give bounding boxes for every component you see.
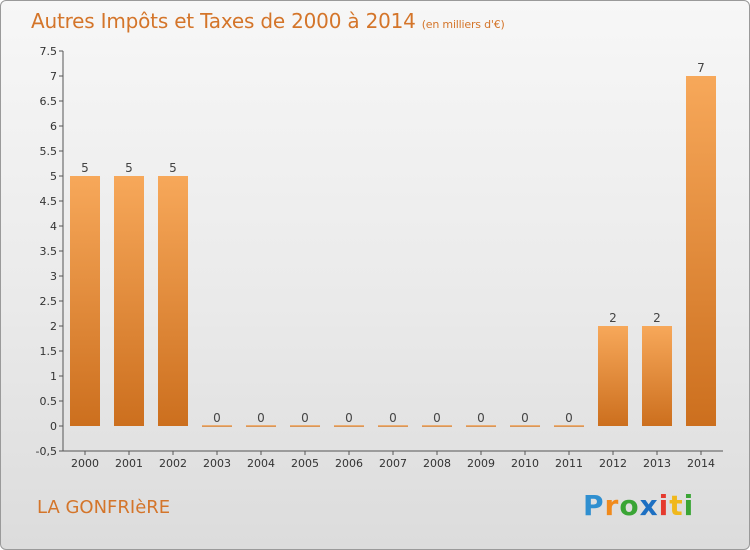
data-label-2014: 7 xyxy=(697,61,705,75)
data-label-2010: 0 xyxy=(521,411,529,425)
bar-2004 xyxy=(246,425,276,427)
x-tick-label: 2007 xyxy=(379,457,407,470)
y-tick-label: 3 xyxy=(50,270,57,283)
logo-letter: P xyxy=(583,489,605,522)
y-tick-label: 5 xyxy=(50,170,57,183)
data-label-2012: 2 xyxy=(609,311,617,325)
x-tick-label: 2001 xyxy=(115,457,143,470)
proxiti-logo: Proxiti xyxy=(583,489,694,522)
y-tick-label: 4.5 xyxy=(40,195,58,208)
data-label-2013: 2 xyxy=(653,311,661,325)
y-tick-label: 2 xyxy=(50,320,57,333)
data-label-2011: 0 xyxy=(565,411,573,425)
x-tick-label: 2000 xyxy=(71,457,99,470)
bar-2000 xyxy=(70,176,100,426)
y-tick-label: 1 xyxy=(50,370,57,383)
y-tick-label: 2.5 xyxy=(40,295,58,308)
x-tick-label: 2006 xyxy=(335,457,363,470)
bar-2010 xyxy=(510,425,540,427)
x-tick-label: 2009 xyxy=(467,457,495,470)
bar-2011 xyxy=(554,425,584,427)
bar-2001 xyxy=(114,176,144,426)
logo-letter: r xyxy=(604,489,620,522)
bar-2009 xyxy=(466,425,496,427)
y-tick-label: -0,5 xyxy=(36,445,57,458)
y-tick-label: 7 xyxy=(50,70,57,83)
x-tick-label: 2013 xyxy=(643,457,671,470)
logo-letter: i xyxy=(658,489,670,522)
y-tick-label: 0.5 xyxy=(40,395,58,408)
bars-layer: 5 5 5 0 0 0 0 0 0 0 0 0 2 2 7 xyxy=(70,61,716,427)
data-label-2008: 0 xyxy=(433,411,441,425)
data-label-2000: 5 xyxy=(81,161,89,175)
y-tick-label: 0 xyxy=(50,420,57,433)
data-label-2003: 0 xyxy=(213,411,221,425)
x-tick-label: 2010 xyxy=(511,457,539,470)
x-tick-label: 2012 xyxy=(599,457,627,470)
x-tick-label: 2004 xyxy=(247,457,275,470)
x-tick-label: 2011 xyxy=(555,457,583,470)
bar-2003 xyxy=(202,425,232,427)
x-tick-label: 2014 xyxy=(687,457,715,470)
commune-name: LA GONFRIèRE xyxy=(37,497,171,518)
x-tick-label: 2005 xyxy=(291,457,319,470)
y-tick-label: 1.5 xyxy=(40,345,58,358)
y-tick-label: 6.5 xyxy=(40,95,58,108)
logo-letter: x xyxy=(639,489,659,522)
chart-title-text: Autres Impôts et Taxes de 2000 à 2014 xyxy=(31,9,416,33)
bar-2007 xyxy=(378,425,408,427)
y-tick-label: 4 xyxy=(50,220,57,233)
bar-2013 xyxy=(642,326,672,426)
data-label-2007: 0 xyxy=(389,411,397,425)
bar-2002 xyxy=(158,176,188,426)
y-tick-label: 7.5 xyxy=(40,45,58,58)
logo-letter: o xyxy=(619,489,640,522)
chart-title: Autres Impôts et Taxes de 2000 à 2014 (en… xyxy=(31,9,505,33)
y-tick-label: 6 xyxy=(50,120,57,133)
x-tick-label: 2003 xyxy=(203,457,231,470)
data-label-2002: 5 xyxy=(169,161,177,175)
bar-2006 xyxy=(334,425,364,427)
x-tick-label: 2008 xyxy=(423,457,451,470)
chart-subtitle: (en milliers d'€) xyxy=(421,18,505,31)
axes-layer: -0,500.511.522.533.544.555.566.577.52000… xyxy=(36,45,723,470)
bar-2008 xyxy=(422,425,452,427)
y-tick-label: 3.5 xyxy=(40,245,58,258)
logo-letter: t xyxy=(669,489,684,522)
bar-2005 xyxy=(290,425,320,427)
data-label-2006: 0 xyxy=(345,411,353,425)
data-label-2009: 0 xyxy=(477,411,485,425)
logo-letter: i xyxy=(683,489,695,522)
bar-2012 xyxy=(598,326,628,426)
bar-2014 xyxy=(686,76,716,426)
y-tick-label: 5.5 xyxy=(40,145,58,158)
x-tick-label: 2002 xyxy=(159,457,187,470)
data-label-2001: 5 xyxy=(125,161,133,175)
data-label-2005: 0 xyxy=(301,411,309,425)
data-label-2004: 0 xyxy=(257,411,265,425)
